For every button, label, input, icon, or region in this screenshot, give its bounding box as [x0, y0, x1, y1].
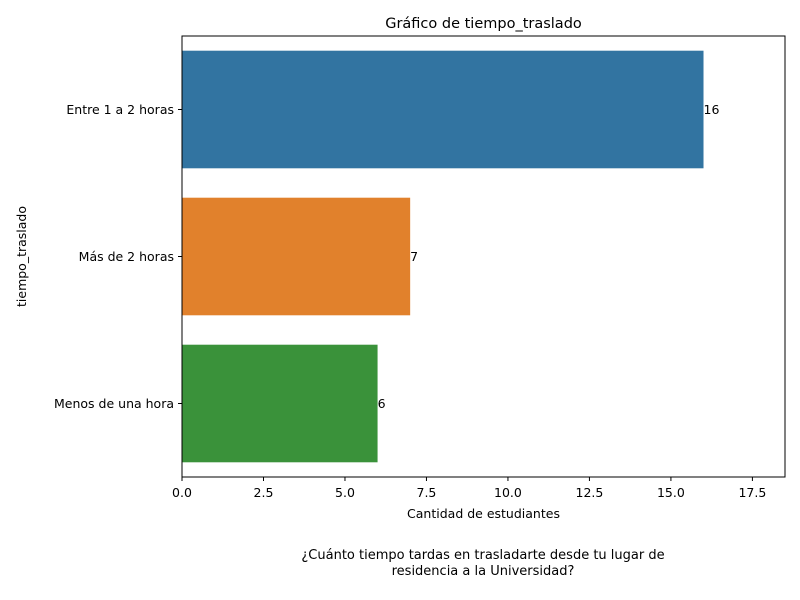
bar: [182, 50, 704, 169]
bars-group: [182, 50, 704, 463]
x-tick-label: 10.0: [494, 485, 522, 500]
y-tick-label: Más de 2 horas: [79, 249, 174, 264]
y-tick-label: Entre 1 a 2 horas: [66, 102, 174, 117]
x-tick-label: 7.5: [417, 485, 437, 500]
x-axis-label: Cantidad de estudiantes: [407, 506, 560, 521]
y-tick-label: Menos de una hora: [54, 396, 174, 411]
bar-value-label: 16: [704, 102, 720, 117]
x-tick-label: 5.0: [335, 485, 355, 500]
y-axis-ticks: Entre 1 a 2 horas Más de 2 horas Menos de …: [54, 102, 182, 411]
x-tick-label: 15.0: [657, 485, 685, 500]
x-tick-label: 17.5: [738, 485, 766, 500]
x-axis-ticks: 0.0 2.5 5.0 7.5 10.0 12.5 15.0 17.5: [172, 477, 766, 500]
y-axis-label: tiempo_traslado: [14, 206, 29, 307]
caption-line-2: residencia a la Universidad?: [391, 564, 575, 579]
caption-line-1: ¿Cuánto tiempo tardas en trasladarte des…: [301, 548, 665, 563]
bar: [182, 344, 378, 463]
bar-value-label: 6: [378, 396, 386, 411]
x-tick-label: 2.5: [254, 485, 274, 500]
x-tick-label: 12.5: [576, 485, 604, 500]
question-caption: ¿Cuánto tiempo tardas en trasladarte des…: [183, 548, 783, 580]
plot-frame: [181, 35, 786, 478]
x-tick-label: 0.0: [172, 485, 192, 500]
bar: [182, 197, 411, 316]
chart-title: Gráfico de tiempo_traslado: [385, 16, 582, 32]
bar-value-label: 7: [410, 249, 418, 264]
